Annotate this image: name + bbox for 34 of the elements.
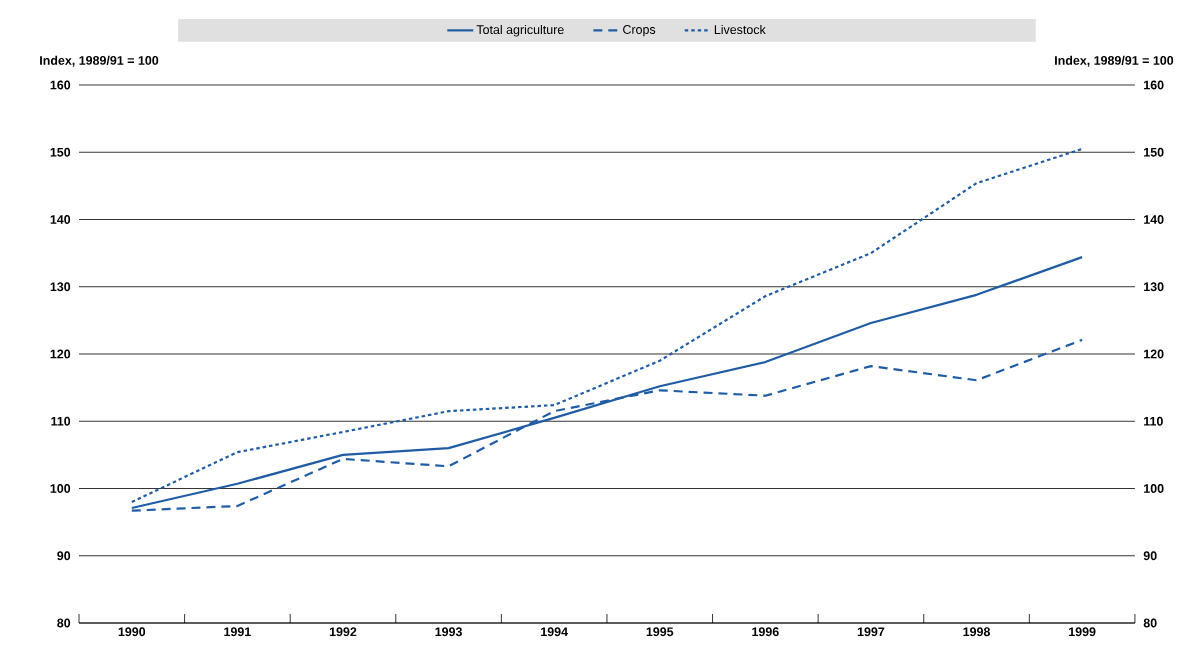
x-tick-label: 1991 (224, 627, 251, 637)
x-tick-label: 1997 (857, 627, 885, 637)
y2-tick-label: 150 (1144, 147, 1164, 157)
x-tick-label: 1999 (1069, 627, 1096, 637)
y2-tick-label: 100 (1144, 484, 1164, 493)
x-tick-label: 1996 (752, 627, 779, 637)
y-tick-label: 140 (50, 215, 71, 224)
y2-tick-label: 80 (1143, 618, 1157, 628)
y-tick-label: 130 (50, 282, 71, 292)
y2-axis-title: Index, 1989/91 = 100 (1055, 55, 1174, 67)
x-tick-label: 1993 (435, 627, 462, 637)
y-tick-label: 110 (51, 416, 71, 426)
x-tick-label: 1990 (118, 627, 146, 637)
line-series (130, 147, 1084, 504)
y-tick-label: 90 (57, 551, 71, 561)
y2-tick-label: 120 (1144, 349, 1164, 359)
x-tick-label: 1995 (646, 627, 674, 637)
y2-tick-label: 160 (1144, 80, 1164, 90)
y-tick-label: 100 (50, 484, 71, 493)
x-tick-label: 1992 (329, 627, 357, 637)
y2-tick-label: 110 (1144, 416, 1163, 426)
y2-tick-label: 90 (1143, 551, 1157, 561)
y-tick-label: 150 (50, 147, 71, 157)
y-tick-label: 120 (50, 349, 71, 359)
legend-label: Total agriculture (476, 24, 564, 37)
y-tick-label: 80 (57, 618, 71, 628)
y2-tick-label: 130 (1144, 282, 1164, 292)
x-tick-label: 1994 (541, 627, 568, 637)
y-axis-title: Index, 1989/91 = 100 (40, 55, 159, 67)
y-tick-label: 160 (50, 80, 71, 90)
x-tick-label: 1998 (963, 627, 991, 637)
y2-tick-label: 140 (1144, 215, 1164, 224)
legend-label: Livestock (714, 24, 766, 35)
legend-label: Crops (623, 25, 656, 37)
